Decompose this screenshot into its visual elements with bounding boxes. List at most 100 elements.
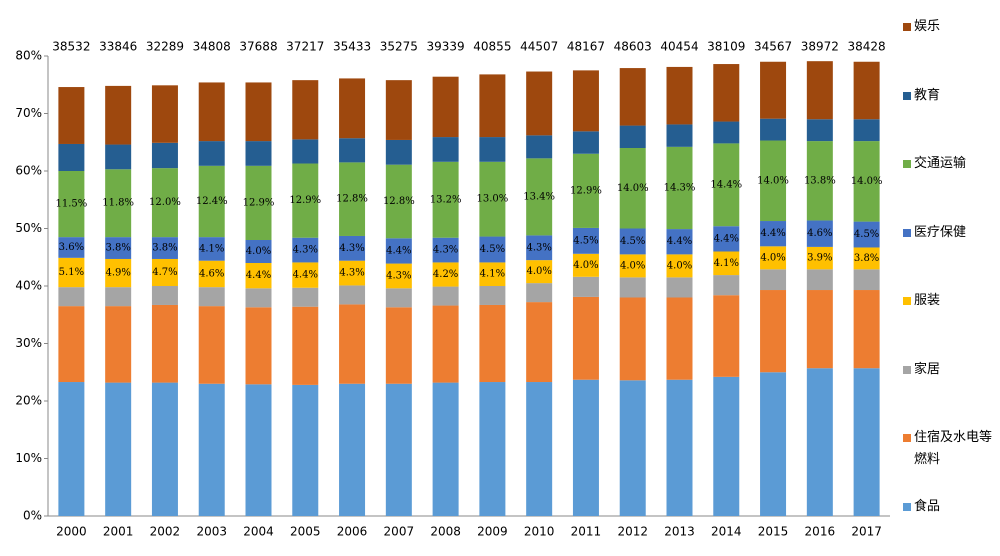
legend-swatch — [903, 297, 911, 305]
data-label: 4.1% — [714, 258, 739, 269]
bar-segment — [151, 382, 178, 516]
legend-swatch — [903, 434, 911, 442]
bar-segment — [432, 76, 459, 138]
bar-segment — [713, 295, 740, 377]
bar-segment — [245, 288, 272, 308]
bar-segment — [619, 254, 646, 278]
data-label: 13.0% — [476, 194, 508, 205]
data-label: 4.5% — [480, 244, 505, 255]
bar-segment — [58, 382, 85, 516]
bar-segment — [806, 246, 833, 270]
bar-segment — [105, 382, 132, 516]
bar-segment — [526, 71, 553, 136]
total-label: 39339 — [427, 40, 465, 54]
legend-swatch — [903, 228, 911, 237]
data-label: 4.1% — [199, 243, 224, 254]
data-label: 4.2% — [433, 269, 458, 280]
legend-label: 家居 — [914, 361, 941, 377]
data-label: 4.3% — [526, 242, 551, 253]
data-label: 13.4% — [523, 191, 555, 202]
x-tick-label: 2010 — [524, 525, 555, 539]
total-label: 40454 — [660, 40, 698, 54]
total-label: 38109 — [707, 40, 745, 54]
bar-segment — [713, 143, 740, 227]
data-label: 4.3% — [339, 268, 364, 279]
data-label: 4.7% — [152, 267, 177, 278]
legend-swatch — [903, 91, 911, 100]
data-label: 4.9% — [105, 268, 130, 279]
bar-segment — [572, 379, 599, 516]
bar-segment — [713, 121, 740, 144]
bar-segment — [572, 227, 599, 254]
bar-segment — [245, 307, 272, 385]
bar-segment — [853, 141, 880, 222]
bar-segment — [760, 61, 787, 119]
data-label: 4.3% — [293, 245, 318, 256]
bar-segment — [385, 307, 412, 384]
bar-segment — [853, 119, 880, 142]
data-label: 4.0% — [760, 252, 785, 263]
x-tick-label: 2002 — [150, 525, 181, 539]
bar-segment — [432, 382, 459, 516]
data-label: 4.4% — [714, 233, 739, 244]
bar-segment — [292, 384, 319, 516]
data-label: 5.1% — [59, 267, 84, 278]
bar-segment — [760, 372, 787, 516]
bar-segment — [198, 141, 225, 166]
bar-segment — [58, 143, 85, 171]
data-label: 4.4% — [293, 270, 318, 281]
bar-segment — [479, 286, 506, 305]
data-label: 12.4% — [196, 196, 228, 207]
legend-label: 教育 — [914, 87, 941, 103]
bar-segment — [806, 290, 833, 369]
bar-segment — [292, 287, 319, 307]
bar-segment — [339, 162, 366, 236]
bar-segment — [666, 254, 693, 278]
total-label: 44507 — [520, 40, 558, 54]
bar-segment — [619, 297, 646, 381]
data-label: 12.8% — [336, 194, 368, 205]
data-label: 4.0% — [526, 266, 551, 277]
data-label: 13.8% — [804, 175, 836, 186]
bar-segment — [619, 277, 646, 298]
bar-segment — [479, 74, 506, 138]
bar-segment — [245, 141, 272, 166]
bar-segment — [292, 306, 319, 385]
bar-segment — [572, 296, 599, 380]
x-tick-label: 2016 — [805, 525, 836, 539]
data-label: 4.5% — [573, 235, 598, 246]
data-label: 4.6% — [807, 228, 832, 239]
bar-segment — [760, 118, 787, 141]
bar-segment — [526, 382, 553, 516]
legend-label: 食品 — [914, 498, 941, 514]
bar-segment — [760, 269, 787, 291]
bar-segment — [292, 163, 319, 238]
bar-segment — [245, 384, 272, 516]
bar-segment — [58, 87, 85, 144]
data-label: 14.3% — [664, 182, 696, 193]
legend-swatch — [903, 502, 911, 511]
bar-segment — [292, 262, 319, 288]
bar-segment — [105, 144, 132, 170]
bar-segment — [853, 290, 880, 369]
bar-segment — [526, 302, 553, 383]
data-label: 4.4% — [386, 245, 411, 256]
y-tick-label: 70% — [15, 106, 42, 120]
data-label: 12.9% — [289, 195, 321, 206]
bar-segment — [760, 221, 787, 247]
bar-segment — [385, 164, 412, 239]
data-label: 12.8% — [383, 196, 415, 207]
x-tick-label: 2004 — [243, 525, 274, 539]
bar-segment — [479, 236, 506, 263]
x-tick-label: 2013 — [664, 525, 695, 539]
bar-segment — [479, 382, 506, 516]
x-tick-label: 2012 — [617, 525, 648, 539]
bar-segment — [198, 260, 225, 288]
bar-segment — [385, 288, 412, 308]
x-tick-label: 2009 — [477, 525, 508, 539]
data-label: 12.9% — [570, 185, 602, 196]
data-label: 4.4% — [760, 228, 785, 239]
bar-segment — [58, 237, 85, 258]
data-label: 3.8% — [854, 253, 879, 264]
total-label: 38532 — [52, 40, 90, 54]
